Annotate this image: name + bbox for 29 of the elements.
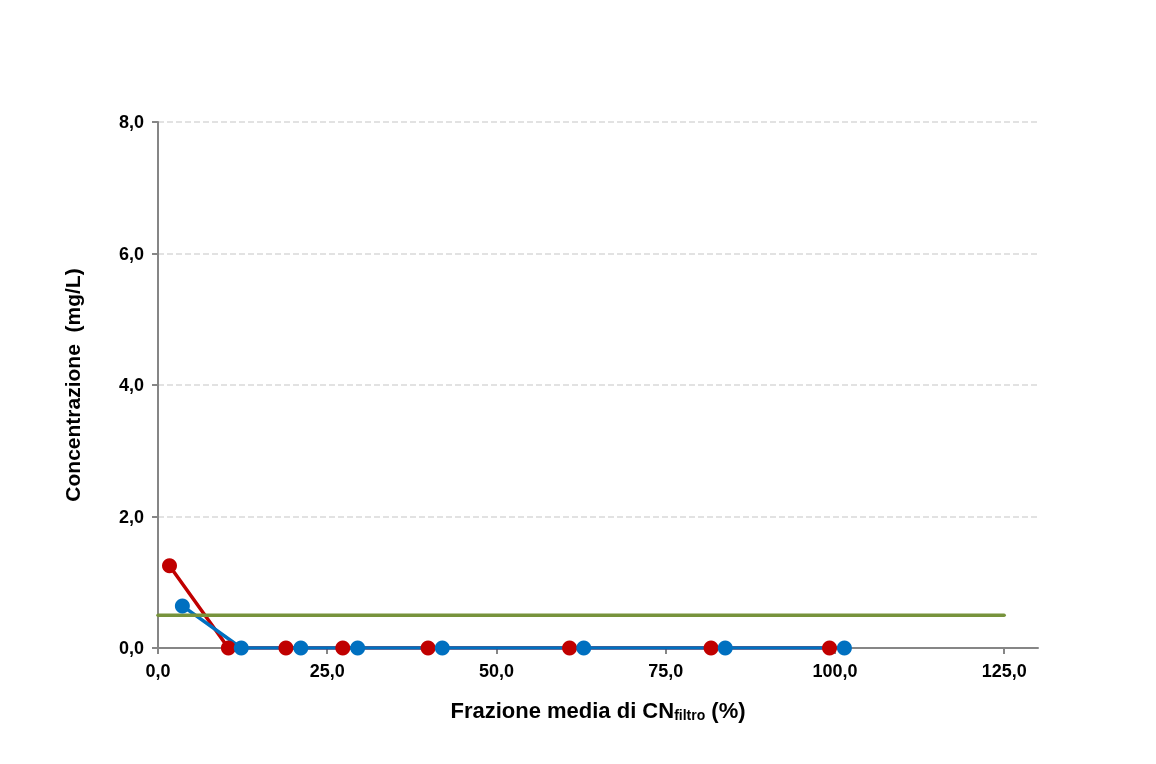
y-tick-label: 6,0 [118,243,144,264]
point [717,640,733,656]
point [420,640,436,656]
y-tick-label: 8,0 [118,112,144,132]
point [162,558,178,574]
point [562,640,578,656]
x-axis-title: Frazione media di CNfiltro (%) [450,697,746,723]
point [174,598,190,614]
y-axis-title: Concentrazione (mg/L) [61,268,84,502]
point [293,640,309,656]
point [836,640,852,656]
point [233,640,249,656]
point [335,640,351,656]
x-tick-label: 125,0 [981,661,1027,681]
y-tick-label: 0,0 [118,638,144,658]
y-tick-label: 4,0 [118,375,144,395]
x-tick-label: 50,0 [478,661,514,681]
point [576,640,592,656]
x-tick-label: 75,0 [648,661,684,681]
point [822,640,838,656]
point [434,640,450,656]
x-tick-label: 100,0 [812,661,858,681]
point [703,640,719,656]
point [350,640,366,656]
y-tick-label: 2,0 [118,506,144,527]
x-tick-label: 25,0 [309,661,345,681]
point [278,640,294,656]
x-tick-label: 0,0 [145,661,171,681]
point [220,640,236,656]
